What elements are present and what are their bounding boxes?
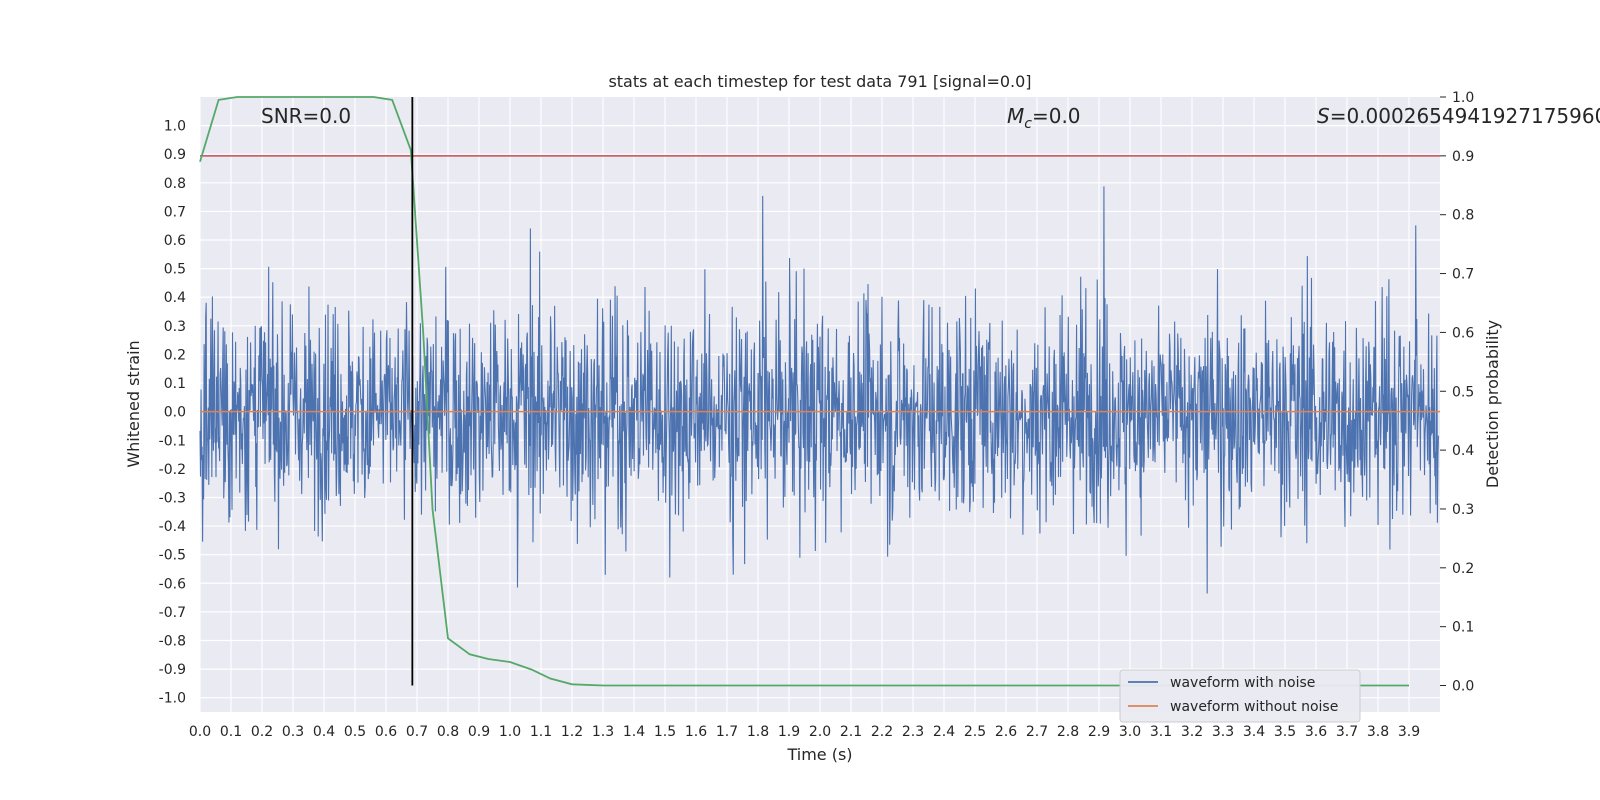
x-axis-label: Time (s) [786, 745, 852, 764]
x-tick-label: 1.0 [499, 724, 521, 740]
x-tick-label: 2.1 [840, 724, 862, 740]
legend-label-clean: waveform without noise [1170, 699, 1338, 715]
x-tick-label: 0.0 [189, 724, 211, 740]
legend-label-noise: waveform with noise [1170, 675, 1315, 691]
y-axis-left-label: Whitened strain [124, 340, 143, 467]
x-tick-label: 2.7 [1026, 724, 1048, 740]
x-tick-label: 2.5 [964, 724, 986, 740]
y-left-tick-label: 0.6 [164, 233, 186, 249]
x-tick-label: 2.6 [995, 724, 1017, 740]
x-tick-label: 3.0 [1119, 724, 1141, 740]
x-tick-label: 3.1 [1150, 724, 1172, 740]
y-right-tick-label: 0.6 [1452, 325, 1474, 341]
y-right-tick-label: 0.0 [1452, 679, 1474, 695]
y-left-tick-label: -0.8 [159, 633, 186, 649]
y-left-tick-label: 0.3 [164, 319, 186, 335]
x-tick-label: 1.3 [592, 724, 614, 740]
y-left-tick-label: 0.0 [164, 405, 186, 421]
y-left-tick-label: 0.1 [164, 376, 186, 392]
y-left-tick-label: -0.3 [159, 490, 186, 506]
y-left-tick-label: -0.4 [159, 519, 186, 535]
y-left-tick-label: 0.5 [164, 262, 186, 278]
x-tick-label: 1.9 [778, 724, 800, 740]
x-tick-label: 2.2 [871, 724, 893, 740]
y-left-tick-label: -0.7 [159, 605, 186, 621]
y-left-tick-label: 0.9 [164, 147, 186, 163]
y-right-tick-label: 0.9 [1452, 149, 1474, 165]
x-tick-label: 1.6 [685, 724, 707, 740]
legend: waveform with noise waveform without noi… [1119, 669, 1361, 723]
s-symbol: S [1317, 104, 1330, 128]
y-left-tick-label: -0.6 [159, 576, 186, 592]
y-left-tick-label: -0.9 [159, 662, 186, 678]
x-tick-label: 2.0 [809, 724, 831, 740]
x-tick-label: 1.5 [654, 724, 676, 740]
x-tick-label: 0.9 [468, 724, 490, 740]
x-tick-label: 3.2 [1181, 724, 1203, 740]
y-axis-left-ticks: 1.0 0.9 0.8 0.7 0.6 0.5 0.4 0.3 0.2 0.1 0.0 -0.1 -0.… [159, 119, 186, 707]
chirp-mass-symbol: M [1007, 104, 1024, 128]
chirp-mass-subscript: c [1024, 116, 1032, 132]
x-tick-label: 0.1 [220, 724, 242, 740]
y-right-tick-label: 0.1 [1452, 620, 1474, 636]
x-tick-label: 0.2 [251, 724, 273, 740]
noise-trace [199, 186, 1439, 594]
y-left-tick-label: -1.0 [159, 691, 186, 707]
x-axis-ticks: 0.0 0.1 0.2 0.3 0.4 0.5 0.6 0.7 0.8 0.9 1.0 1.1 1.2 1… [189, 724, 1420, 740]
x-tick-label: 2.9 [1088, 724, 1110, 740]
x-tick-label: 1.4 [623, 724, 645, 740]
series-waveform-with-noise [199, 186, 1439, 594]
x-tick-label: 3.7 [1336, 724, 1358, 740]
y-left-tick-label: 1.0 [164, 119, 186, 135]
x-tick-label: 3.8 [1367, 724, 1389, 740]
y-right-tick-label: 0.8 [1452, 208, 1474, 224]
chart-title: stats at each timestep for test data 791… [608, 72, 1031, 91]
y-left-tick-label: 0.4 [164, 290, 186, 306]
x-tick-label: 3.9 [1398, 724, 1420, 740]
s-annotation: S=0.00026549419271759605 [1317, 104, 1600, 128]
y-left-tick-label: -0.2 [159, 462, 186, 478]
x-tick-label: 0.5 [344, 724, 366, 740]
y-axis-right-ticks: 1.0 0.9 0.8 0.7 0.6 0.5 0.4 0.3 0.2 0.1 0.0 [1440, 90, 1474, 695]
y-right-tick-label: 1.0 [1452, 90, 1474, 106]
x-tick-label: 1.1 [530, 724, 552, 740]
x-tick-label: 1.7 [716, 724, 738, 740]
x-tick-label: 0.8 [437, 724, 459, 740]
y-left-tick-label: 0.8 [164, 176, 186, 192]
x-tick-label: 0.4 [313, 724, 335, 740]
y-right-tick-label: 0.7 [1452, 267, 1474, 283]
y-left-tick-label: 0.7 [164, 204, 186, 220]
y-left-tick-label: 0.2 [164, 347, 186, 363]
y-right-tick-label: 0.4 [1452, 443, 1474, 459]
x-tick-label: 3.4 [1243, 724, 1265, 740]
y-right-tick-label: 0.3 [1452, 502, 1474, 518]
series-detection-probability [199, 96, 1409, 687]
y-left-tick-label: -0.5 [159, 548, 186, 564]
x-tick-label: 0.6 [375, 724, 397, 740]
s-value: =0.00026549419271759605 [1330, 104, 1600, 128]
x-tick-label: 1.8 [747, 724, 769, 740]
y-right-tick-label: 0.5 [1452, 384, 1474, 400]
x-tick-label: 3.6 [1305, 724, 1327, 740]
x-tick-label: 2.4 [933, 724, 955, 740]
x-tick-label: 3.3 [1212, 724, 1234, 740]
x-tick-label: 2.3 [902, 724, 924, 740]
y-right-tick-label: 0.2 [1452, 561, 1474, 577]
x-tick-label: 0.3 [282, 724, 304, 740]
chirp-mass-annotation: Mc=0.0 [1007, 104, 1081, 132]
x-tick-label: 1.2 [561, 724, 583, 740]
x-tick-label: 0.7 [406, 724, 428, 740]
y-left-tick-label: -0.1 [159, 433, 186, 449]
x-tick-label: 2.8 [1057, 724, 1079, 740]
x-tick-label: 3.5 [1274, 724, 1296, 740]
snr-annotation: SNR=0.0 [261, 104, 351, 128]
legend-box [1119, 669, 1361, 723]
y-axis-right-label: Detection probability [1483, 320, 1502, 488]
chirp-mass-value: =0.0 [1032, 104, 1081, 128]
